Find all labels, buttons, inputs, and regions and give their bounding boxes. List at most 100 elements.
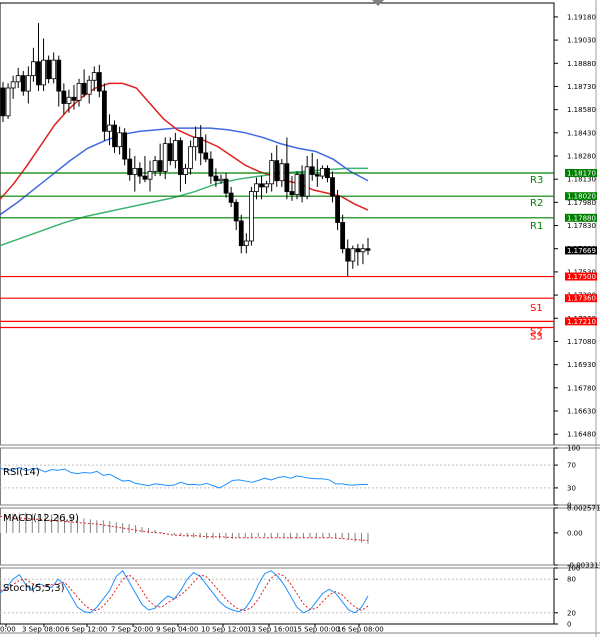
candle-body bbox=[25, 75, 31, 92]
price-tick-label: 1.17980 bbox=[567, 199, 596, 207]
candle-body bbox=[340, 222, 346, 250]
rsi-line bbox=[0, 466, 368, 489]
stoch-signal-line bbox=[0, 573, 369, 612]
stoch-tick-label: 20 bbox=[567, 609, 576, 617]
stoch-tick-label: 80 bbox=[567, 576, 576, 584]
candle-body bbox=[112, 124, 117, 148]
candle-body bbox=[142, 175, 148, 180]
price-tick-label: 1.18580 bbox=[567, 106, 596, 114]
level-badge bbox=[565, 294, 597, 303]
candle-body bbox=[299, 174, 305, 197]
candle-body bbox=[81, 82, 87, 95]
candle-body bbox=[15, 75, 21, 83]
candle-body bbox=[51, 59, 57, 80]
candle-body bbox=[350, 248, 356, 262]
price-tick-label: 1.18130 bbox=[567, 176, 596, 184]
candle-body bbox=[122, 132, 128, 160]
candle-body bbox=[183, 167, 188, 175]
candle-body bbox=[162, 143, 168, 172]
candle-body bbox=[157, 160, 163, 172]
candle-body bbox=[167, 143, 173, 162]
candle-body bbox=[71, 96, 77, 101]
candle-body bbox=[203, 152, 209, 160]
time-tick-label: 6 Sep 12:00 bbox=[65, 626, 107, 634]
price-tick-label: 1.19030 bbox=[567, 37, 596, 45]
stoch-tick-label: 0 bbox=[567, 621, 571, 629]
level-name: R2 bbox=[530, 198, 543, 209]
candle-body bbox=[213, 175, 219, 182]
level-name: R1 bbox=[530, 221, 543, 232]
candle-body bbox=[152, 160, 158, 172]
price-tick-label: 1.18430 bbox=[567, 129, 596, 137]
candle-body bbox=[147, 171, 153, 180]
stoch-tick-label: 100 bbox=[567, 565, 580, 573]
rsi-title: RSI(14) bbox=[3, 467, 40, 478]
stoch-title: Stoch(5,5,3) bbox=[3, 583, 65, 594]
time-tick-label: 13 Sep 16:00 bbox=[247, 626, 294, 634]
candle-body bbox=[314, 174, 320, 177]
candle-body bbox=[259, 183, 264, 188]
candle-body bbox=[233, 201, 239, 222]
candle-body bbox=[319, 167, 325, 177]
candle-body bbox=[208, 158, 214, 177]
level-name: S1 bbox=[530, 303, 543, 314]
price-tick-label: 1.16630 bbox=[567, 408, 596, 416]
scroll-marker-icon bbox=[372, 0, 384, 6]
candle-body bbox=[294, 174, 300, 196]
candle-body bbox=[279, 163, 285, 182]
candle-body bbox=[243, 240, 249, 247]
price-tick-label: 1.18880 bbox=[567, 60, 596, 68]
price-tick-label: 1.16480 bbox=[567, 431, 596, 439]
candle-body bbox=[117, 132, 122, 148]
candle-body bbox=[86, 79, 92, 95]
candle-body bbox=[345, 248, 351, 262]
ma-slow-line bbox=[0, 127, 369, 216]
candle-body bbox=[91, 72, 97, 81]
candle-body bbox=[172, 140, 178, 162]
candle-body bbox=[127, 158, 133, 175]
rsi-tick-label: 30 bbox=[567, 484, 576, 492]
candle-body bbox=[284, 163, 290, 192]
level-name: R3 bbox=[530, 175, 543, 186]
time-tick-label: 10 Sep 12:00 bbox=[201, 626, 248, 634]
candle-body bbox=[360, 248, 366, 253]
level-badge-label: 1.18170 bbox=[567, 170, 596, 178]
candle-body bbox=[228, 192, 234, 203]
candle-body bbox=[46, 59, 52, 80]
time-tick-label: 9 Sep 04:00 bbox=[156, 626, 198, 634]
candle-body bbox=[178, 140, 183, 175]
candle-body bbox=[61, 90, 67, 104]
candle-body bbox=[289, 191, 295, 196]
candle-body bbox=[101, 90, 107, 132]
candle-body bbox=[365, 248, 371, 251]
candle-body bbox=[325, 167, 330, 179]
candle-body bbox=[223, 178, 229, 194]
time-tick-label: 15 Sep 00:00 bbox=[293, 626, 340, 634]
candle-body bbox=[335, 195, 340, 223]
candle-body bbox=[274, 160, 280, 182]
time-tick-label: 3 Sep 08:00 bbox=[22, 626, 64, 634]
level-badge-label: 1.17360 bbox=[567, 295, 596, 303]
candle-body bbox=[107, 124, 112, 132]
price-tick-label: 1.18280 bbox=[567, 153, 596, 161]
candle-body bbox=[193, 137, 199, 148]
level-badge-label: 1.17210 bbox=[567, 318, 596, 326]
candle-body bbox=[330, 177, 335, 197]
level-badge bbox=[565, 213, 597, 222]
candle-body bbox=[36, 61, 41, 86]
price-tick-label: 1.18730 bbox=[567, 83, 596, 91]
price-tick-label: 1.17080 bbox=[567, 338, 596, 346]
price-tick-label: 1.16780 bbox=[567, 384, 596, 392]
macd-tick-label: -0.003317 bbox=[567, 562, 600, 570]
rsi-tick-label: 70 bbox=[567, 462, 576, 470]
macd-signal-line bbox=[0, 515, 369, 542]
level-badge bbox=[565, 272, 597, 281]
candle-body bbox=[41, 59, 46, 86]
price-tick-label: 1.17530 bbox=[567, 268, 596, 276]
candle-body bbox=[0, 87, 6, 117]
macd-tick-label: 0.00 bbox=[567, 529, 583, 537]
candle-body bbox=[249, 191, 254, 242]
candle-body bbox=[355, 248, 361, 253]
